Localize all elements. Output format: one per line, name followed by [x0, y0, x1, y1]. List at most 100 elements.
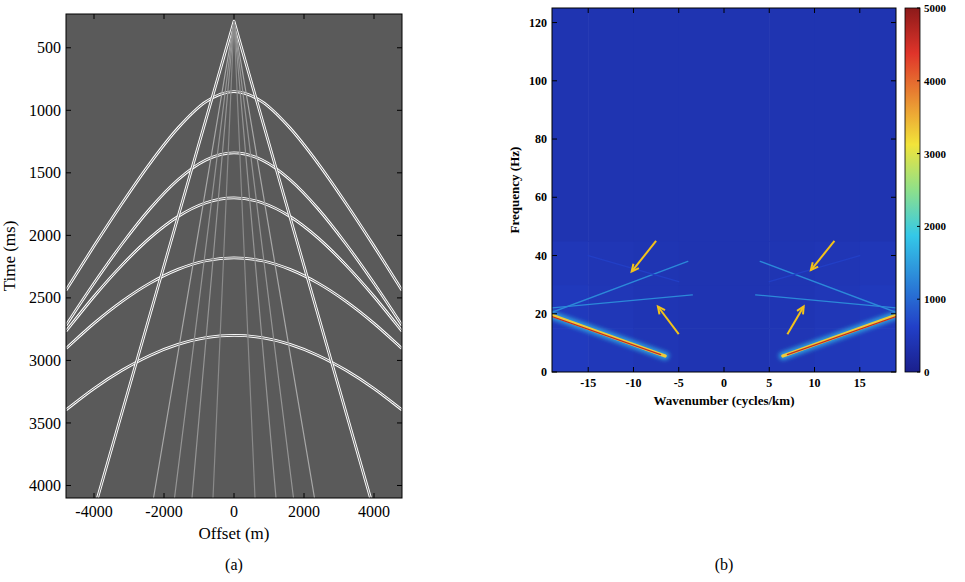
heat-cell [679, 241, 770, 285]
colorbar [905, 8, 920, 372]
heat-cell [815, 8, 861, 242]
axes: -15-10-5051015020406080100120Frequency (… [507, 8, 896, 408]
x-tick [678, 8, 679, 13]
colorbar-tick [917, 226, 920, 227]
y-tick [891, 22, 896, 23]
colorbar-tick [917, 299, 920, 300]
y-tick [397, 235, 402, 236]
colorbar-tick [917, 372, 920, 373]
x-tick [588, 367, 589, 372]
colorbar-tick [917, 153, 920, 154]
arrow-head [658, 306, 665, 314]
x-tick-label: -2000 [145, 503, 182, 520]
heat-cell [860, 328, 896, 372]
x-tick [374, 14, 375, 19]
x-axis-title: Wavenumber (cycles/km) [654, 393, 795, 408]
x-axis-title: Offset (m) [199, 524, 270, 543]
panel-label: (a) [225, 556, 243, 574]
y-tick [66, 110, 71, 111]
event-curve [192, 22, 276, 499]
event-curve [66, 198, 402, 331]
event-curve [175, 22, 294, 499]
energy-streak [783, 315, 896, 356]
x-tick [94, 14, 95, 19]
heat-cell [860, 8, 896, 242]
x-tick-label: 4000 [358, 503, 390, 520]
y-tick [397, 297, 402, 298]
y-axis-title: Time (ms) [0, 221, 19, 292]
energy-streak [552, 315, 665, 356]
y-tick [397, 172, 402, 173]
arrow-shaft [787, 306, 803, 334]
x-tick [633, 8, 634, 13]
arrow-shaft [811, 241, 835, 270]
data-group [552, 8, 896, 372]
arrows [632, 241, 835, 334]
x-tick-label: -10 [625, 376, 641, 390]
event-curve-core [98, 22, 371, 499]
colorbar-tick-label: 3000 [924, 148, 947, 160]
y-tick-label: 2500 [29, 289, 61, 306]
y-tick [397, 110, 402, 111]
y-tick [66, 422, 71, 423]
heat-cell [552, 8, 589, 242]
x-tick-label: -4000 [75, 503, 112, 520]
event-curve-core [66, 335, 402, 409]
colorbar-tick-label: 0 [924, 366, 930, 378]
y-tick-label: 100 [529, 74, 547, 88]
y-tick [397, 422, 402, 423]
x-tick [769, 367, 770, 372]
heat-cell [815, 285, 861, 329]
heat-cell [679, 8, 770, 242]
y-tick-label: 1000 [29, 102, 61, 119]
x-tick [234, 493, 235, 498]
heat-cell [633, 8, 679, 242]
x-tick [814, 8, 815, 13]
y-tick [552, 22, 557, 23]
x-tick [234, 14, 235, 19]
energy-streak [552, 261, 688, 312]
y-tick [66, 172, 71, 173]
event-curve-core [66, 198, 402, 331]
y-tick-label: 3500 [29, 415, 61, 432]
y-tick [891, 197, 896, 198]
y-tick-label: 500 [37, 39, 61, 56]
y-tick [552, 372, 557, 373]
event-curve [213, 22, 255, 499]
x-tick [304, 14, 305, 19]
heat-cell [860, 241, 896, 285]
y-tick-label: 4000 [29, 477, 61, 494]
y-axis-title: Frequency (Hz) [507, 147, 522, 234]
colorbar-tick-label: 2000 [924, 220, 947, 232]
x-tick [588, 8, 589, 13]
x-tick [769, 8, 770, 13]
energy-streak [552, 295, 692, 308]
heat-cell [588, 8, 634, 242]
event-curve-core [66, 153, 402, 325]
data-group [66, 22, 402, 499]
y-tick [891, 139, 896, 140]
y-tick-label: 40 [535, 249, 547, 263]
x-tick-label: 0 [230, 503, 238, 520]
y-tick [891, 80, 896, 81]
y-tick-label: 80 [535, 132, 547, 146]
energy-streak [787, 317, 896, 355]
plot-frame [552, 8, 896, 372]
plot-frame [66, 14, 402, 498]
x-tick [164, 493, 165, 498]
event-curve [66, 92, 402, 291]
y-tick-label: 1500 [29, 164, 61, 181]
x-tick-label: 5 [766, 376, 772, 390]
y-tick [891, 313, 896, 314]
x-tick [678, 367, 679, 372]
y-tick [397, 47, 402, 48]
x-tick-label: -15 [580, 376, 596, 390]
arrow-head [811, 262, 818, 270]
y-tick [66, 485, 71, 486]
colorbar-tick-label: 4000 [924, 75, 947, 87]
x-tick [724, 8, 725, 13]
y-tick [397, 360, 402, 361]
y-tick [397, 485, 402, 486]
arrow-shaft [658, 306, 679, 334]
y-tick [552, 255, 557, 256]
